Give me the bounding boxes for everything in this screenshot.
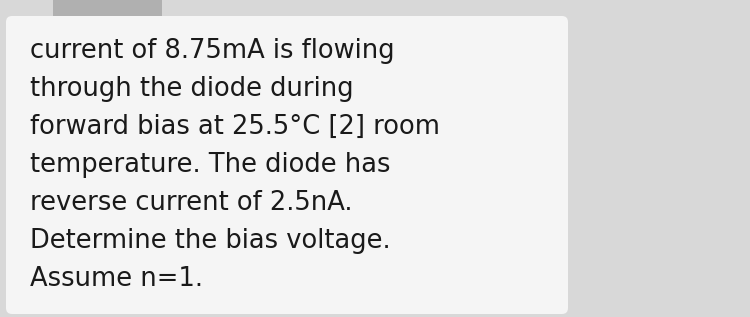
Text: reverse current of 2.5nA.: reverse current of 2.5nA.	[30, 190, 352, 216]
Text: current of 8.75mA is flowing: current of 8.75mA is flowing	[30, 38, 395, 64]
FancyBboxPatch shape	[6, 16, 568, 314]
Text: temperature. The diode has: temperature. The diode has	[30, 152, 391, 178]
Text: Determine the bias voltage.: Determine the bias voltage.	[30, 228, 391, 254]
Text: through the diode during: through the diode during	[30, 76, 354, 102]
Text: forward bias at 25.5°C [2] room: forward bias at 25.5°C [2] room	[30, 114, 440, 140]
Text: Assume n=1.: Assume n=1.	[30, 266, 203, 292]
FancyBboxPatch shape	[53, 0, 162, 20]
